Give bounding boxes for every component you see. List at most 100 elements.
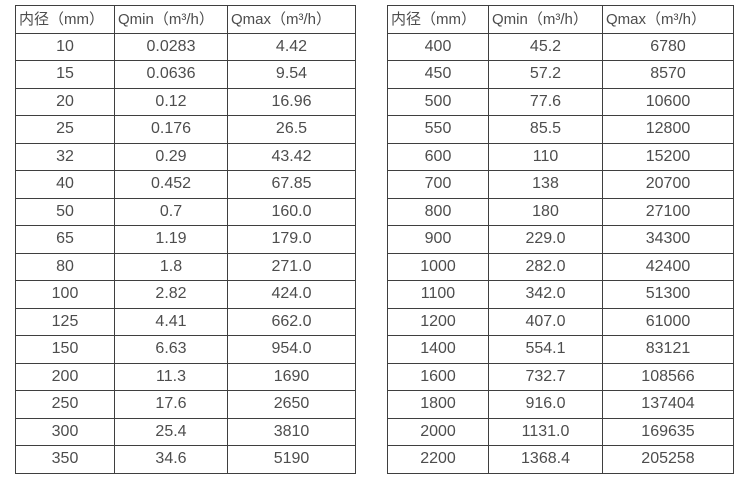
- table-row: 1000 282.0 42400: [387, 252, 734, 281]
- table-cell: 2200: [387, 445, 489, 474]
- table-cell: 450: [387, 60, 489, 89]
- table-cell: 1600: [387, 362, 489, 391]
- table-body: 10 0.0283 4.42 15 0.0636 9.54 20 0.12 16.96 25 0.1…: [15, 32, 356, 474]
- table-cell: 25: [15, 115, 115, 144]
- table-row: 700 138 20700: [387, 170, 734, 199]
- table-cell: 500: [387, 87, 489, 116]
- header-cell: Qmax（m³/h）: [227, 5, 356, 34]
- table-cell: 12800: [602, 115, 734, 144]
- table-cell: 1000: [387, 252, 489, 281]
- table-cell: 407.0: [488, 307, 603, 336]
- table-cell: 8570: [602, 60, 734, 89]
- table-cell: 80: [15, 252, 115, 281]
- table-cell: 1690: [227, 362, 356, 391]
- table-row: 65 1.19 179.0: [15, 225, 356, 254]
- table-cell: 67.85: [227, 170, 356, 199]
- table-row: 800 180 27100: [387, 197, 734, 226]
- table-cell: 6780: [602, 32, 734, 61]
- table-cell: 17.6: [114, 390, 228, 419]
- table-cell: 662.0: [227, 307, 356, 336]
- tables-container: 内径（mm） Qmin（m³/h） Qmax（m³/h） 10 0.0283 4.42 1…: [15, 5, 734, 474]
- table-row: 25 0.176 26.5: [15, 115, 356, 144]
- table-cell: 160.0: [227, 197, 356, 226]
- table-row: 1600 732.7 108566: [387, 362, 734, 391]
- table-cell: 300: [15, 417, 115, 446]
- table-row: 450 57.2 8570: [387, 60, 734, 89]
- table-row: 1400 554.1 83121: [387, 335, 734, 364]
- table-cell: 1400: [387, 335, 489, 364]
- table-cell: 732.7: [488, 362, 603, 391]
- table-cell: 342.0: [488, 280, 603, 309]
- table-cell: 550: [387, 115, 489, 144]
- table-row: 500 77.6 10600: [387, 87, 734, 116]
- table-cell: 27100: [602, 197, 734, 226]
- table-cell: 16.96: [227, 87, 356, 116]
- table-row: 900 229.0 34300: [387, 225, 734, 254]
- table-cell: 25.4: [114, 417, 228, 446]
- table-row: 300 25.4 3810: [15, 417, 356, 446]
- table-cell: 200: [15, 362, 115, 391]
- table-cell: 205258: [602, 445, 734, 474]
- table-cell: 1100: [387, 280, 489, 309]
- table-row: 1100 342.0 51300: [387, 280, 734, 309]
- table-row: 100 2.82 424.0: [15, 280, 356, 309]
- table-cell: 954.0: [227, 335, 356, 364]
- table-cell: 100: [15, 280, 115, 309]
- table-row: 2200 1368.4 205258: [387, 445, 734, 474]
- table-row: 600 110 15200: [387, 142, 734, 171]
- table-cell: 350: [15, 445, 115, 474]
- table-cell: 700: [387, 170, 489, 199]
- table-cell: 0.29: [114, 142, 228, 171]
- table-cell: 5190: [227, 445, 356, 474]
- table-cell: 1200: [387, 307, 489, 336]
- table-cell: 0.12: [114, 87, 228, 116]
- table-row: 50 0.7 160.0: [15, 197, 356, 226]
- table-body: 400 45.2 6780 450 57.2 8570 500 77.6 10600 550 85.…: [387, 32, 734, 474]
- table-cell: 110: [488, 142, 603, 171]
- header-cell: 内径（mm）: [15, 5, 115, 34]
- table-cell: 4.41: [114, 307, 228, 336]
- flow-rate-table-small-diameters: 内径（mm） Qmin（m³/h） Qmax（m³/h） 10 0.0283 4.42 1…: [15, 5, 356, 474]
- table-cell: 43.42: [227, 142, 356, 171]
- table-cell: 32: [15, 142, 115, 171]
- table-cell: 57.2: [488, 60, 603, 89]
- table-cell: 1.19: [114, 225, 228, 254]
- table-cell: 180: [488, 197, 603, 226]
- table-cell: 125: [15, 307, 115, 336]
- table-cell: 20700: [602, 170, 734, 199]
- table-cell: 179.0: [227, 225, 356, 254]
- table-row: 80 1.8 271.0: [15, 252, 356, 281]
- header-row: 内径（mm） Qmin（m³/h） Qmax（m³/h）: [387, 5, 734, 34]
- table-cell: 85.5: [488, 115, 603, 144]
- table-cell: 250: [15, 390, 115, 419]
- table-row: 15 0.0636 9.54: [15, 60, 356, 89]
- table-cell: 10: [15, 32, 115, 61]
- table-cell: 2000: [387, 417, 489, 446]
- table-cell: 61000: [602, 307, 734, 336]
- table-row: 250 17.6 2650: [15, 390, 356, 419]
- table-cell: 83121: [602, 335, 734, 364]
- table-cell: 400: [387, 32, 489, 61]
- table-cell: 26.5: [227, 115, 356, 144]
- table-cell: 15: [15, 60, 115, 89]
- table-cell: 51300: [602, 280, 734, 309]
- table-cell: 0.176: [114, 115, 228, 144]
- table-cell: 108566: [602, 362, 734, 391]
- table-cell: 34.6: [114, 445, 228, 474]
- header-cell: Qmin（m³/h）: [488, 5, 603, 34]
- table-row: 32 0.29 43.42: [15, 142, 356, 171]
- table-cell: 800: [387, 197, 489, 226]
- table-cell: 554.1: [488, 335, 603, 364]
- table-row: 40 0.452 67.85: [15, 170, 356, 199]
- table-cell: 11.3: [114, 362, 228, 391]
- table-cell: 138: [488, 170, 603, 199]
- table-cell: 40: [15, 170, 115, 199]
- table-row: 10 0.0283 4.42: [15, 32, 356, 61]
- table-cell: 77.6: [488, 87, 603, 116]
- table-row: 350 34.6 5190: [15, 445, 356, 474]
- header-row: 内径（mm） Qmin（m³/h） Qmax（m³/h）: [15, 5, 356, 34]
- table-cell: 4.42: [227, 32, 356, 61]
- table-row: 125 4.41 662.0: [15, 307, 356, 336]
- table-cell: 137404: [602, 390, 734, 419]
- table-row: 200 11.3 1690: [15, 362, 356, 391]
